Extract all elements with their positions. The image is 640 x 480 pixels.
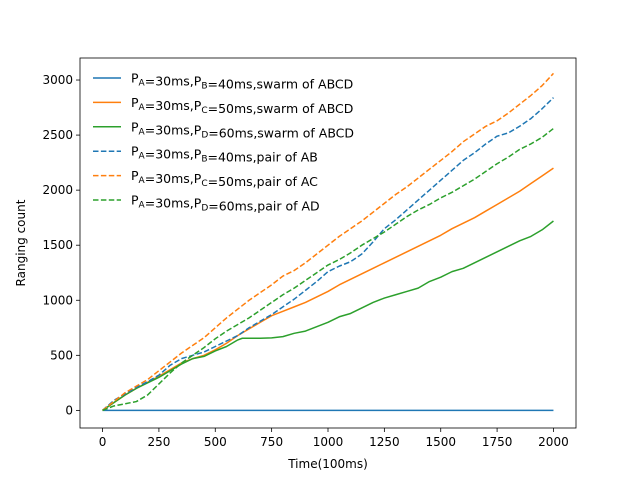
x-tick-label: 1250 (369, 435, 400, 449)
x-tick-label: 500 (204, 435, 227, 449)
y-axis-label: Ranging count (14, 199, 28, 286)
x-tick-label: 1750 (482, 435, 513, 449)
legend: PA=30ms,PB=40ms,swarm of ABCD PA=30ms,PC=… (93, 71, 354, 214)
legend-label-6: PA=30ms,PD=60ms,pair of AD (131, 193, 320, 214)
x-tick-label: 2000 (538, 435, 569, 449)
x-tick-label: 1500 (425, 435, 456, 449)
legend-label-3: PA=30ms,PD=60ms,swarm of ABCD (131, 119, 354, 140)
x-tick-label: 1000 (313, 435, 344, 449)
y-tick-label: 1500 (42, 238, 73, 252)
x-tick-label: 250 (147, 435, 170, 449)
series-line-6 (102, 127, 554, 412)
y-tick-label: 500 (50, 348, 73, 362)
plot-lines (102, 72, 554, 412)
y-tick-label: 1000 (42, 293, 73, 307)
y-axis: 0 500 1000 1500 2000 2500 3000 (42, 73, 80, 417)
legend-label-5: PA=30ms,PC=50ms,pair of AC (131, 168, 318, 189)
y-tick-label: 2500 (42, 128, 73, 142)
x-axis-label: Time(100ms) (287, 457, 368, 471)
series-line-3 (102, 220, 554, 411)
x-axis: 0 250 500 750 1000 1250 1500 1750 2000 (99, 428, 569, 449)
x-tick-label: 0 (99, 435, 107, 449)
legend-label-2: PA=30ms,PC=50ms,swarm of ABCD (131, 95, 353, 116)
legend-label-1: PA=30ms,PB=40ms,swarm of ABCD (131, 71, 353, 92)
series-line-2 (102, 167, 554, 411)
y-tick-label: 2000 (42, 183, 73, 197)
x-tick-label: 750 (260, 435, 283, 449)
series-line-5 (102, 72, 554, 411)
y-tick-label: 3000 (42, 73, 73, 87)
legend-label-4: PA=30ms,PB=40ms,pair of AB (131, 144, 318, 165)
y-tick-label: 0 (65, 403, 73, 417)
series-line-4 (102, 97, 554, 411)
